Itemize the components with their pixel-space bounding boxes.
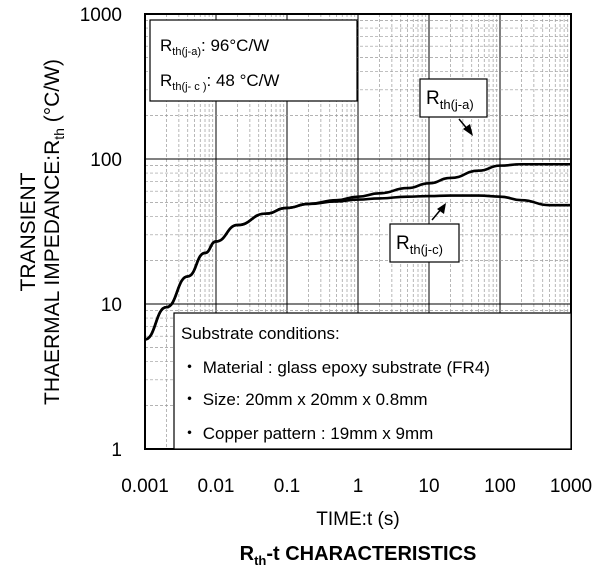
y-tick-label: 10 [101,295,122,316]
x-tick-label: 1 [353,476,364,497]
x-tick-label: 100 [484,476,516,497]
x-tick-label: 0.001 [121,476,169,497]
y-tick-label: 1000 [80,5,122,26]
chart-title: Rth-t CHARACTERISTICS [240,543,477,568]
condition-material: ・ Material : glass epoxy substrate (FR4) [181,358,490,377]
x-tick-label: 1000 [550,476,592,497]
svg-text:Rth(j-a): Rth(j-a) [426,88,474,112]
info-rth-ja: Rth(j-a): 96°C/W [160,36,269,58]
x-tick-labels: 0.001 0.01 0.1 1 10 100 1000 [121,476,592,497]
svg-text:Rth(j-c): Rth(j-c) [396,233,443,257]
y-axis-label: TRANSIENT THAERMAL IMPEDANCE:Rth (°C/W) [17,59,67,405]
x-tick-label: 0.1 [274,476,300,497]
substrate-conditions-box: Substrate conditions: ・ Material : glass… [173,312,572,450]
conditions-title: Substrate conditions: [181,324,340,343]
info-rth-jc: Rth(j- c ): 48 °C/W [160,71,279,93]
series-label-rth-ja: Rth(j-a) [419,78,488,136]
x-axis-label: TIME:t (s) [316,509,399,530]
series-label-rth-jc: Rth(j-c) [389,203,460,263]
svg-text:THAERMAL IMPEDANCE:Rth (°C/W): THAERMAL IMPEDANCE:Rth (°C/W) [41,59,67,405]
series-line-rth-jc [144,194,571,341]
x-tick-label: 10 [418,476,439,497]
y-tick-label: 1 [111,440,122,461]
condition-size: ・ Size: 20mm x 20mm x 0.8mm [181,390,428,409]
y-tick-label: 100 [90,150,122,171]
condition-copper: ・ Copper pattern : 19mm x 9mm [181,424,433,443]
svg-text:TRANSIENT: TRANSIENT [17,172,40,291]
info-box: Rth(j-a): 96°C/W Rth(j- c ): 48 °C/W [149,19,358,102]
y-tick-labels: 1 10 100 1000 [80,5,122,461]
x-tick-label: 0.01 [198,476,235,497]
series-layer [144,162,571,341]
